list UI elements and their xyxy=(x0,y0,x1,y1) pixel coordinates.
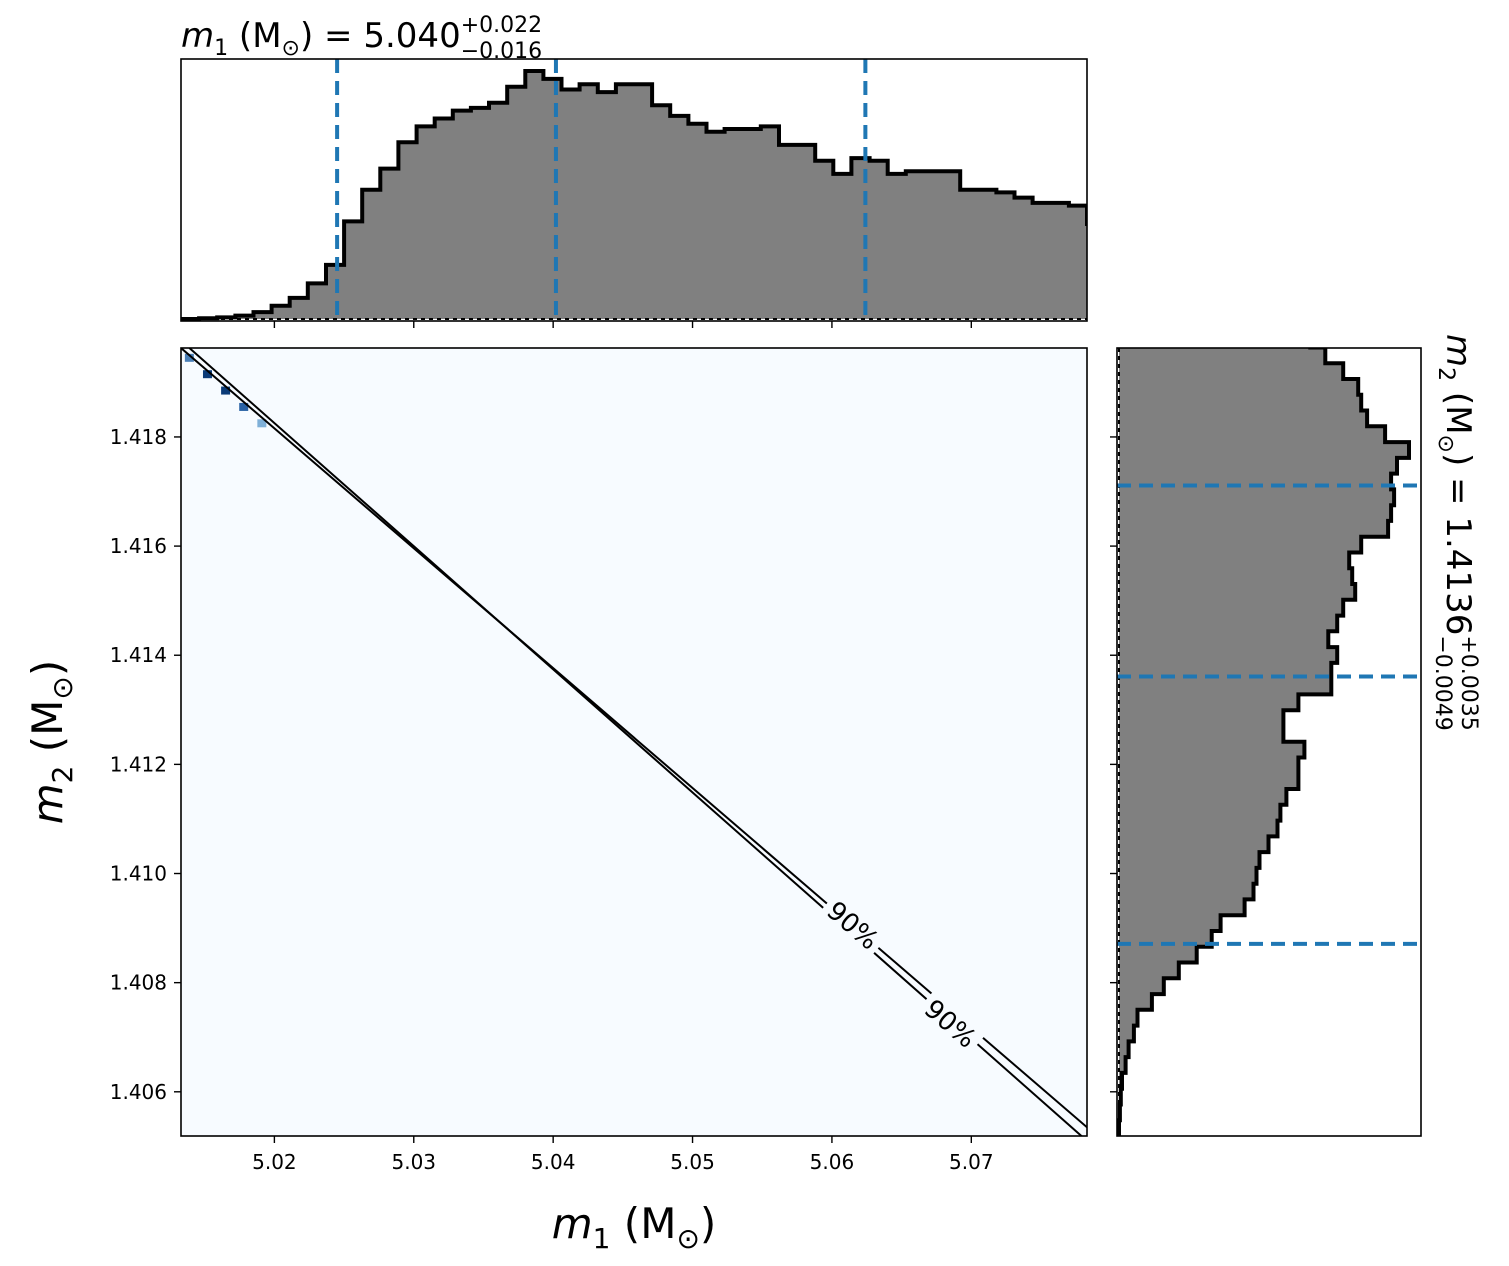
right-histogram-outline xyxy=(1117,348,1411,1136)
joint-density-cell-1 xyxy=(202,370,212,379)
top-plot-area xyxy=(181,59,1087,321)
joint-x-tick-label-4: 5.06 xyxy=(810,1150,855,1174)
joint-x-tick-label-2: 5.04 xyxy=(531,1150,576,1174)
top-marginal-title: m1 (M⊙) = 5.040+0.022 −0.016 xyxy=(181,13,542,64)
joint-x-tick-label-5: 5.07 xyxy=(949,1150,994,1174)
joint-x-tick-label-1: 5.03 xyxy=(392,1150,437,1174)
right-marginal-histogram xyxy=(1110,347,1422,1137)
joint-y-tick-label-4: 1.414 xyxy=(110,643,167,667)
contour-label-knockout-1 xyxy=(915,990,986,1057)
right-frame xyxy=(1116,347,1422,1137)
x-axis-label: m1 (M⊙) xyxy=(552,1199,717,1255)
joint-y-tick-label-2: 1.410 xyxy=(110,862,167,886)
top-histogram-outline xyxy=(181,69,1087,321)
right-histogram-fill xyxy=(1119,348,1409,1136)
top-histogram-fill xyxy=(181,71,1087,319)
joint-density-cell-4 xyxy=(257,419,267,428)
joint-frame xyxy=(180,347,1088,1137)
right-plot-area xyxy=(1117,348,1421,1136)
joint-contour-plot: 90%90% 5.02 5.03 5.04 5.05 5.06 5.07 1.406 1.408… xyxy=(110,347,1088,1174)
joint-density-cell-2 xyxy=(221,386,231,395)
joint-y-tick-label-3: 1.412 xyxy=(110,752,167,776)
joint-y-tick-label-1: 1.408 xyxy=(110,971,167,995)
top-marginal-histogram xyxy=(180,58,1088,328)
joint-x-tick-label-3: 5.05 xyxy=(670,1150,715,1174)
joint-x-tick-label-0: 5.02 xyxy=(252,1150,297,1174)
top-frame xyxy=(180,58,1088,322)
joint-plot-area: 90%90% xyxy=(181,348,1087,1136)
y-axis-label: m2 (M⊙) xyxy=(23,660,79,825)
joint-y-tick-label-0: 1.406 xyxy=(110,1080,167,1104)
contour-label-knockout-0 xyxy=(817,892,888,959)
joint-y-tick-label-5: 1.416 xyxy=(110,534,167,558)
right-marginal-title: m2 (M⊙) = 1.4136+0.0035−0.0049 xyxy=(1430,334,1481,731)
joint-density-cell-3 xyxy=(239,402,249,411)
joint-y-tick-label-6: 1.418 xyxy=(110,425,167,449)
joint-density-cell-0 xyxy=(184,353,194,362)
